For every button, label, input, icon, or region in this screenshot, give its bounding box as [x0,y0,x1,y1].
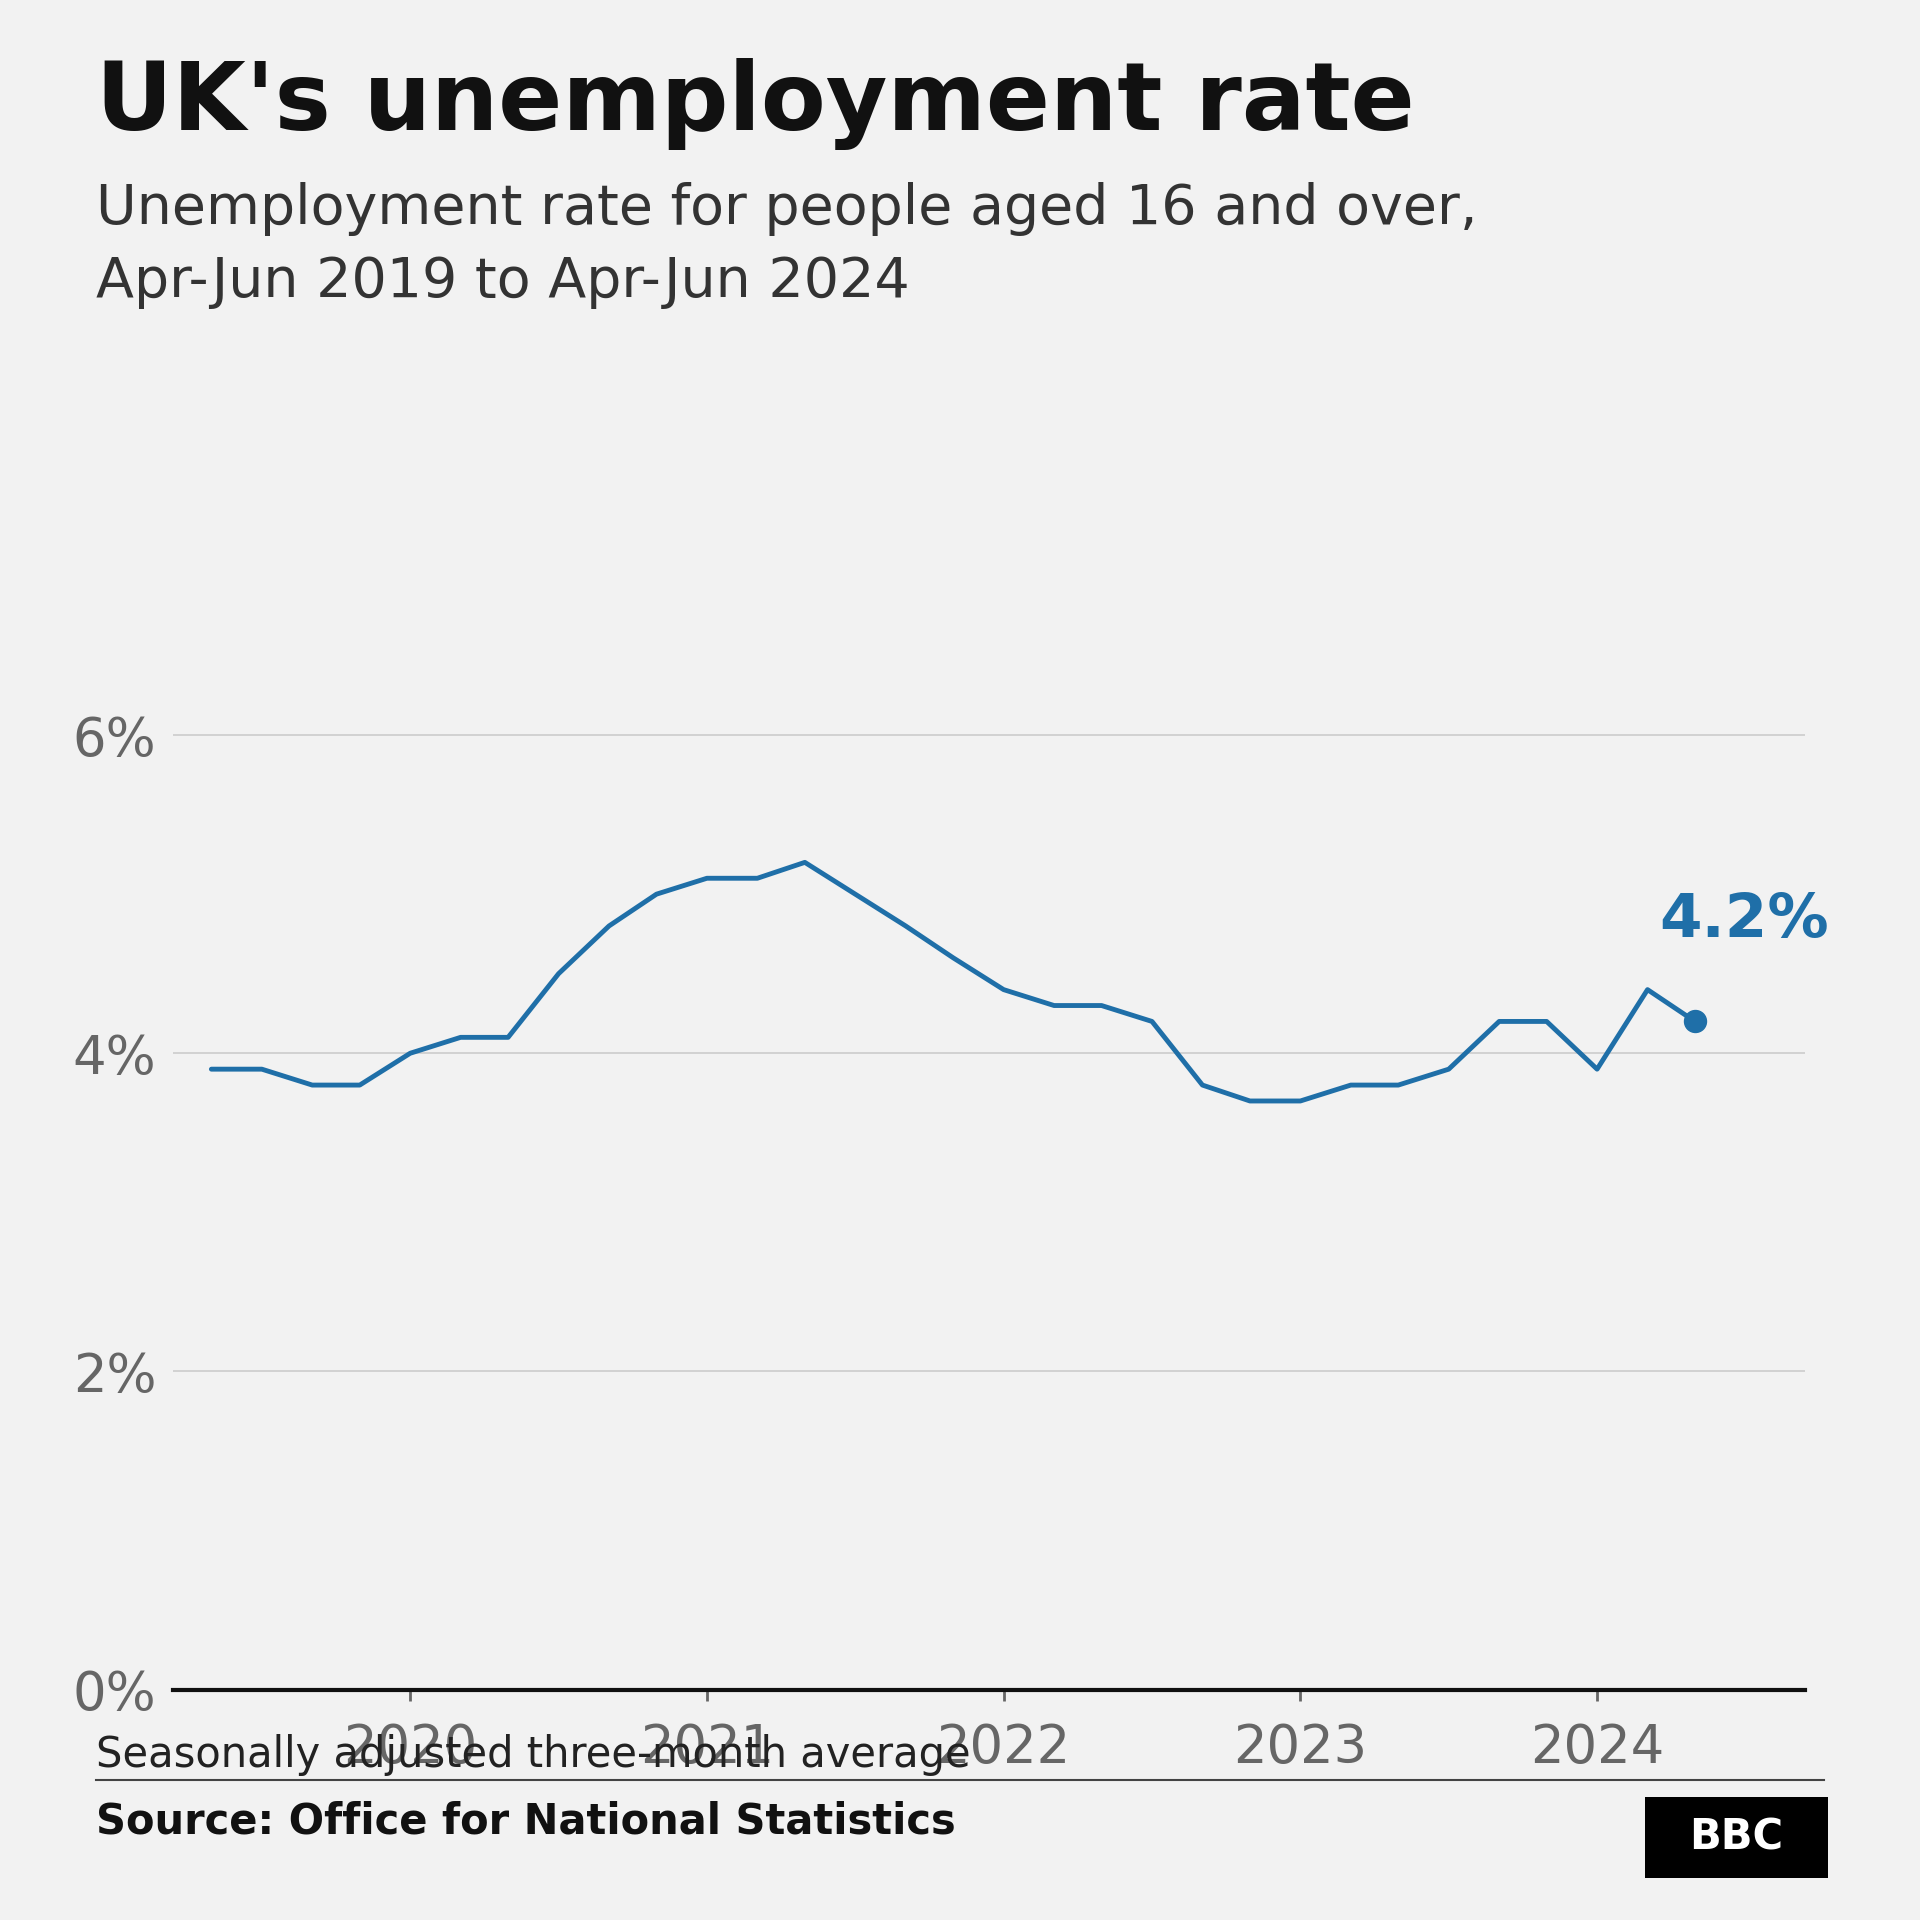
Text: BBC: BBC [1690,1816,1784,1859]
Text: Unemployment rate for people aged 16 and over,
Apr-Jun 2019 to Apr-Jun 2024: Unemployment rate for people aged 16 and… [96,182,1478,309]
Point [1680,1006,1711,1037]
Text: 4.2%: 4.2% [1659,891,1830,950]
Text: Seasonally adjusted three-month average: Seasonally adjusted three-month average [96,1734,972,1776]
Text: Source: Office for National Statistics: Source: Office for National Statistics [96,1801,956,1843]
Text: UK's unemployment rate: UK's unemployment rate [96,58,1415,150]
